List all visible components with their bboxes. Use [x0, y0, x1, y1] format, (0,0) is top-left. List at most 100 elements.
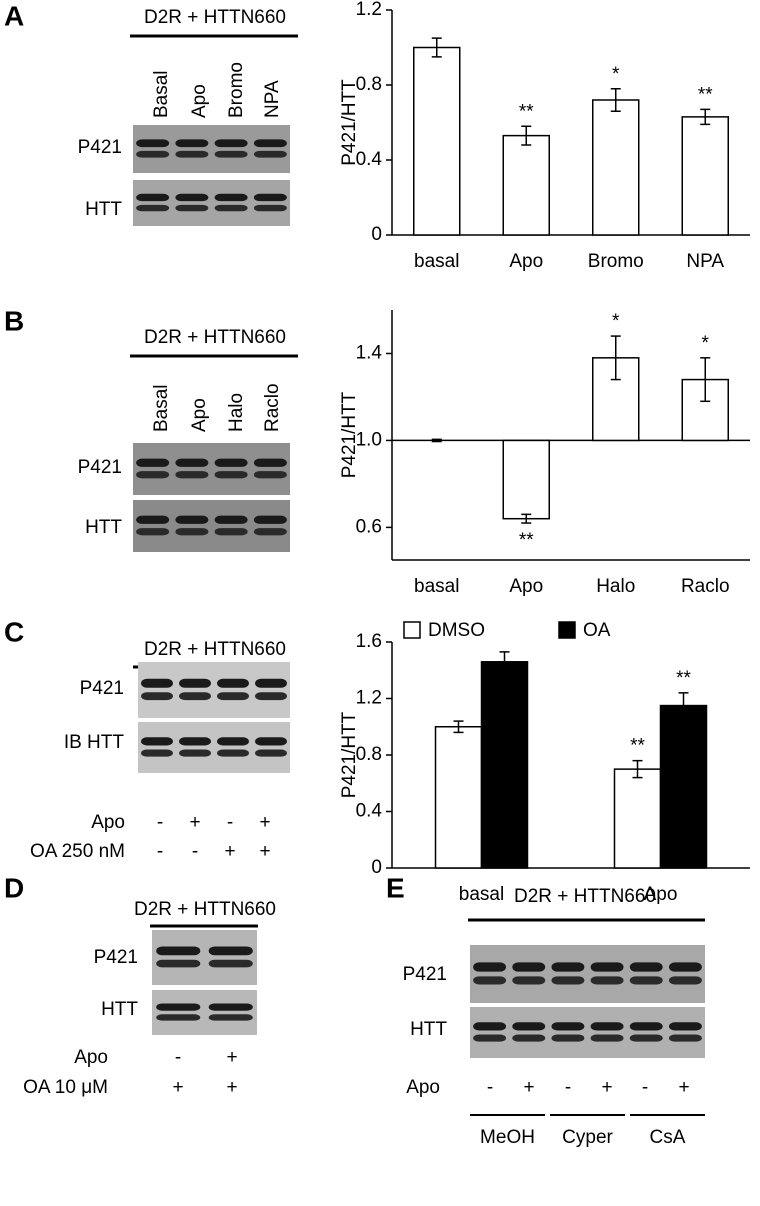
y-tick-label: 0.6: [356, 516, 382, 537]
condition-label: OA 10 μM: [23, 1077, 108, 1098]
blot-band: [473, 962, 507, 972]
blot-band: [175, 528, 209, 536]
blot: [152, 990, 257, 1035]
x-tick-label: basal: [414, 251, 459, 272]
condition-sign: +: [172, 1077, 183, 1098]
blot-band: [208, 1014, 253, 1021]
significance: **: [676, 668, 691, 689]
blot-band: [156, 1003, 201, 1011]
y-tick-label: 0.4: [356, 149, 383, 170]
significance: **: [519, 530, 534, 551]
blot-header: D2R + HTTN660: [144, 327, 286, 348]
lane-label: Raclo: [262, 383, 283, 432]
y-tick-label: 1.2: [356, 0, 382, 20]
y-axis-label: P421/HTT: [339, 711, 360, 798]
blot-header: D2R + HTTN660: [514, 886, 656, 907]
error-bar: [700, 108, 711, 126]
condition-sign: -: [642, 1077, 648, 1098]
blot-band: [175, 139, 209, 148]
blot-band: [141, 678, 173, 688]
x-tick-label: Apo: [509, 251, 543, 272]
panel-label: D: [4, 872, 24, 903]
blot-band: [136, 515, 170, 524]
condition-sign: +: [678, 1077, 689, 1098]
y-tick-label: 1.2: [356, 688, 382, 709]
condition-sign: +: [523, 1077, 534, 1098]
blot-band: [136, 193, 170, 202]
condition-sign: -: [565, 1077, 571, 1098]
blot: [152, 930, 257, 985]
blot-band: [590, 1022, 624, 1031]
blot-band: [175, 193, 209, 202]
blot: [133, 180, 290, 226]
blot-band: [136, 528, 170, 536]
row-label: HTT: [85, 517, 122, 538]
blot-band: [551, 1022, 585, 1031]
blot-band: [208, 959, 253, 968]
blot-band: [255, 749, 287, 757]
blot-band: [253, 150, 287, 158]
error-bar: [453, 720, 464, 734]
lane-label: Basal: [151, 70, 172, 118]
blot-band: [175, 515, 209, 524]
row-label: HTT: [410, 1019, 447, 1040]
x-tick-label: Apo: [644, 884, 678, 905]
y-tick-label: 0.4: [356, 801, 383, 822]
blot-band: [179, 749, 211, 757]
bar: [480, 661, 529, 869]
blot-band: [214, 515, 248, 524]
condition-sign: +: [226, 1077, 237, 1098]
error-bar: [610, 88, 621, 112]
y-tick-label: 0.8: [356, 744, 382, 765]
legend-label: OA: [583, 620, 611, 641]
blot-band: [668, 1034, 702, 1042]
x-tick-label: basal: [459, 884, 504, 905]
blot-band: [253, 528, 287, 536]
blot-band: [629, 976, 663, 985]
condition-sign: -: [157, 812, 163, 833]
blot-band: [668, 1022, 702, 1031]
lane-label: Basal: [151, 384, 172, 432]
blot-band: [136, 139, 170, 148]
y-axis-label: P421/HTT: [339, 79, 360, 166]
significance: **: [698, 84, 713, 105]
panel-label: C: [4, 616, 24, 647]
x-tick-label: NPA: [686, 251, 724, 272]
x-tick-label: Bromo: [588, 251, 644, 272]
blot-band: [136, 150, 170, 158]
legend-swatch: [403, 621, 421, 639]
significance: *: [702, 333, 710, 354]
blot-band: [175, 150, 209, 158]
condition-sign: +: [226, 1047, 237, 1068]
error-bar: [431, 37, 442, 58]
y-tick-label: 0.8: [356, 74, 382, 95]
error-bar: [521, 513, 532, 524]
condition-sign: -: [487, 1077, 493, 1098]
row-label: IB HTT: [64, 732, 125, 753]
blot-band: [141, 737, 173, 746]
blot-band: [208, 946, 253, 956]
blot-band: [253, 204, 287, 212]
blot-band: [217, 692, 249, 701]
blot-band: [512, 1034, 546, 1042]
group-label: CsA: [650, 1127, 686, 1148]
lane-label: Apo: [189, 398, 210, 432]
blot-band: [253, 515, 287, 524]
lane-label: Bromo: [226, 62, 247, 118]
blot-band: [590, 976, 624, 985]
blot: [133, 443, 290, 495]
blot-band: [214, 528, 248, 536]
bar: [659, 704, 708, 869]
blot-band: [255, 678, 287, 688]
error-bar: [678, 692, 689, 720]
blot-band: [156, 1014, 201, 1021]
blot-band: [551, 1034, 585, 1042]
blot-band: [590, 962, 624, 972]
y-tick-label: 1.4: [356, 342, 383, 363]
blot-band: [179, 737, 211, 746]
blot-band: [629, 1022, 663, 1031]
condition-sign: -: [175, 1047, 181, 1068]
condition-label: Apo: [74, 1047, 108, 1068]
row-label: P421: [78, 137, 122, 158]
